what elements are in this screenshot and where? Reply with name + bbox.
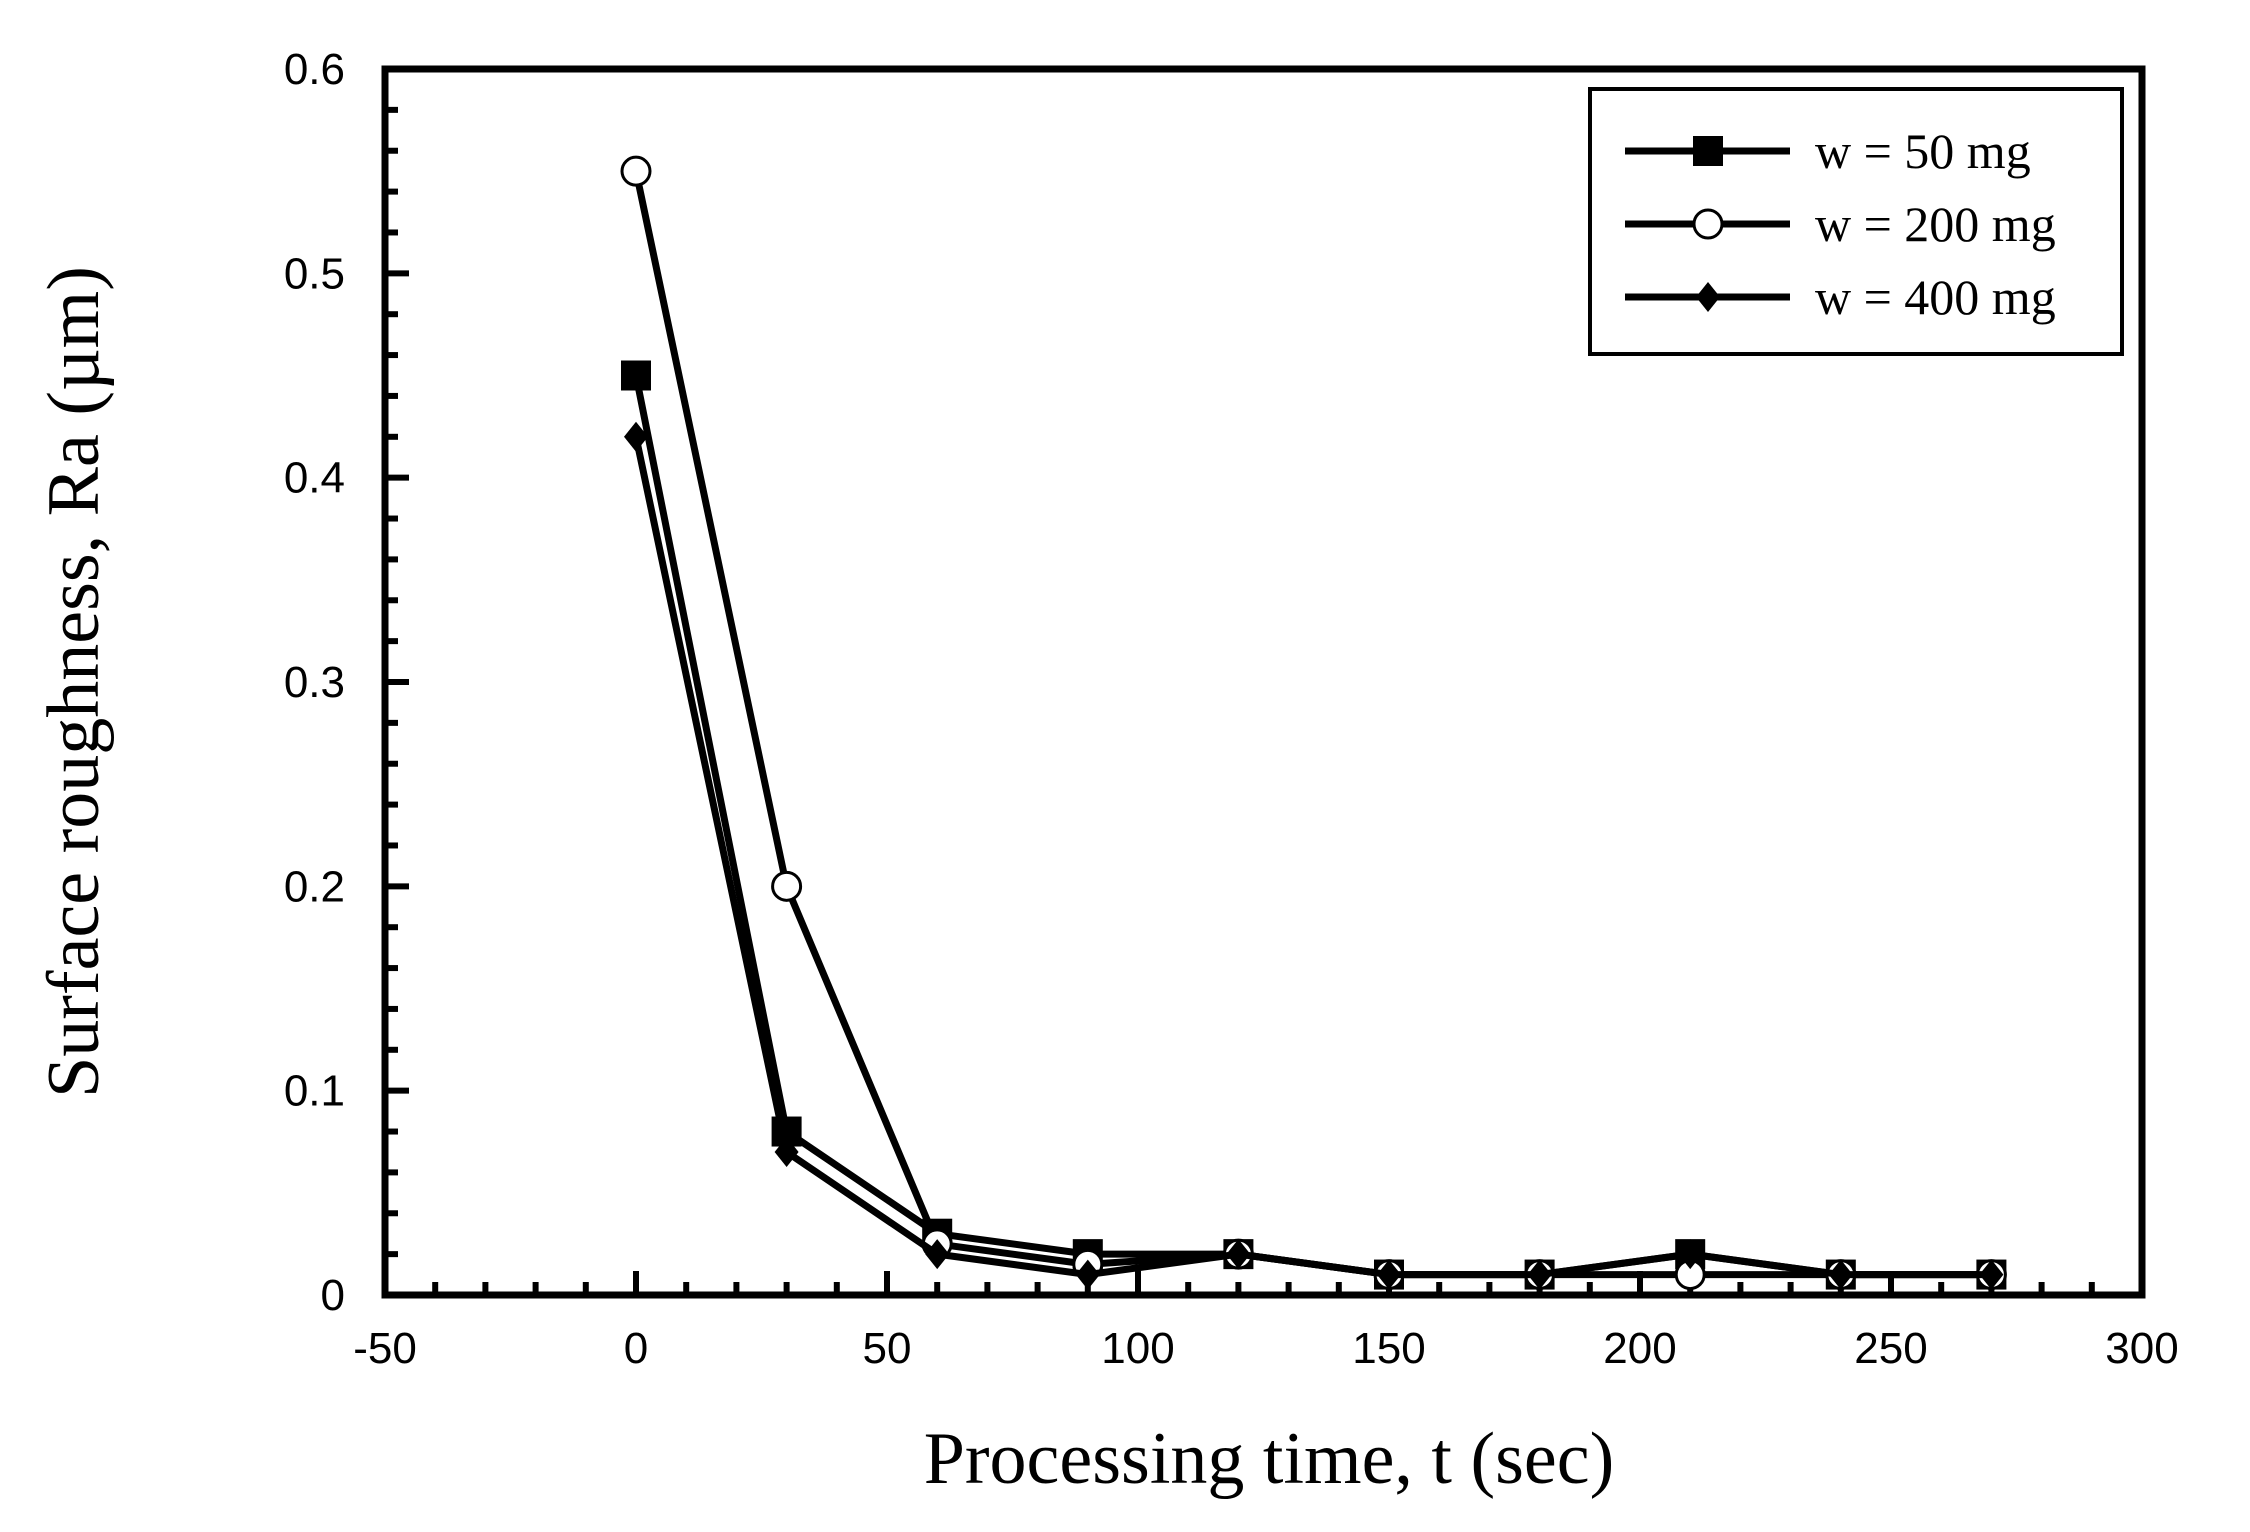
series-layer [620, 155, 2007, 1291]
data-point [1678, 1239, 1703, 1270]
x-tick-label: 250 [1854, 1324, 1927, 1373]
data-point [1226, 1239, 1251, 1270]
y-axis-title: Surface roughness, Ra (µm) [33, 266, 115, 1098]
x-tick-labels: -50 0 50 100 150 200 250 300 [353, 1324, 2179, 1373]
legend-marker [1692, 208, 1724, 240]
x-tick-label: 200 [1603, 1324, 1676, 1373]
legend-label: w = 200 mg [1815, 196, 2056, 252]
y-tick-label: 0.2 [284, 862, 345, 911]
legend-label: w = 400 mg [1815, 269, 2056, 325]
data-point [771, 870, 803, 902]
series-3 [624, 421, 2004, 1290]
legend-marker [1693, 136, 1723, 166]
data-point [1979, 1259, 2004, 1290]
data-point [624, 421, 648, 452]
data-point [620, 155, 652, 187]
legend-item: w = 50 mg [1625, 123, 2031, 179]
y-tick-label: 0.6 [284, 45, 345, 94]
plot-frame [381, 65, 2146, 1299]
data-point [774, 1136, 799, 1167]
y-tick-label: 0.1 [284, 1067, 345, 1116]
x-tick-label: 50 [863, 1324, 912, 1373]
data-point [1075, 1259, 1100, 1290]
y-tick-label: 0.3 [284, 658, 345, 707]
y-tick-labels: 0 0.1 0.2 0.3 0.4 0.5 0.6 [284, 45, 345, 1320]
data-point [1828, 1259, 1853, 1290]
y-tick-label: 0.5 [284, 249, 345, 298]
x-tick-label: 100 [1101, 1324, 1174, 1373]
legend-marker [1696, 282, 1720, 312]
series-line [632, 374, 1992, 1279]
data-point [1377, 1259, 1401, 1290]
legend-item: w = 200 mg [1625, 196, 2056, 252]
x-tick-label: 300 [2105, 1324, 2178, 1373]
x-tick-label: -50 [353, 1324, 417, 1373]
y-tick-label: 0 [321, 1271, 345, 1320]
x-tick-label: 150 [1352, 1324, 1425, 1373]
series-line [632, 436, 1992, 1279]
data-point [621, 360, 651, 391]
x-tick-label: 0 [624, 1324, 648, 1373]
x-axis-title: Processing time, t (sec) [924, 1418, 1615, 1500]
legend-label: w = 50 mg [1815, 123, 2031, 179]
legend-item: w = 400 mg [1625, 269, 2056, 325]
data-point [1527, 1259, 1552, 1290]
data-point [925, 1239, 950, 1270]
series-1 [621, 360, 2007, 1290]
y-tick-label: 0.4 [284, 454, 345, 503]
legend: w = 50 mg w = 200 mg w = 400 mg [1588, 87, 2124, 356]
